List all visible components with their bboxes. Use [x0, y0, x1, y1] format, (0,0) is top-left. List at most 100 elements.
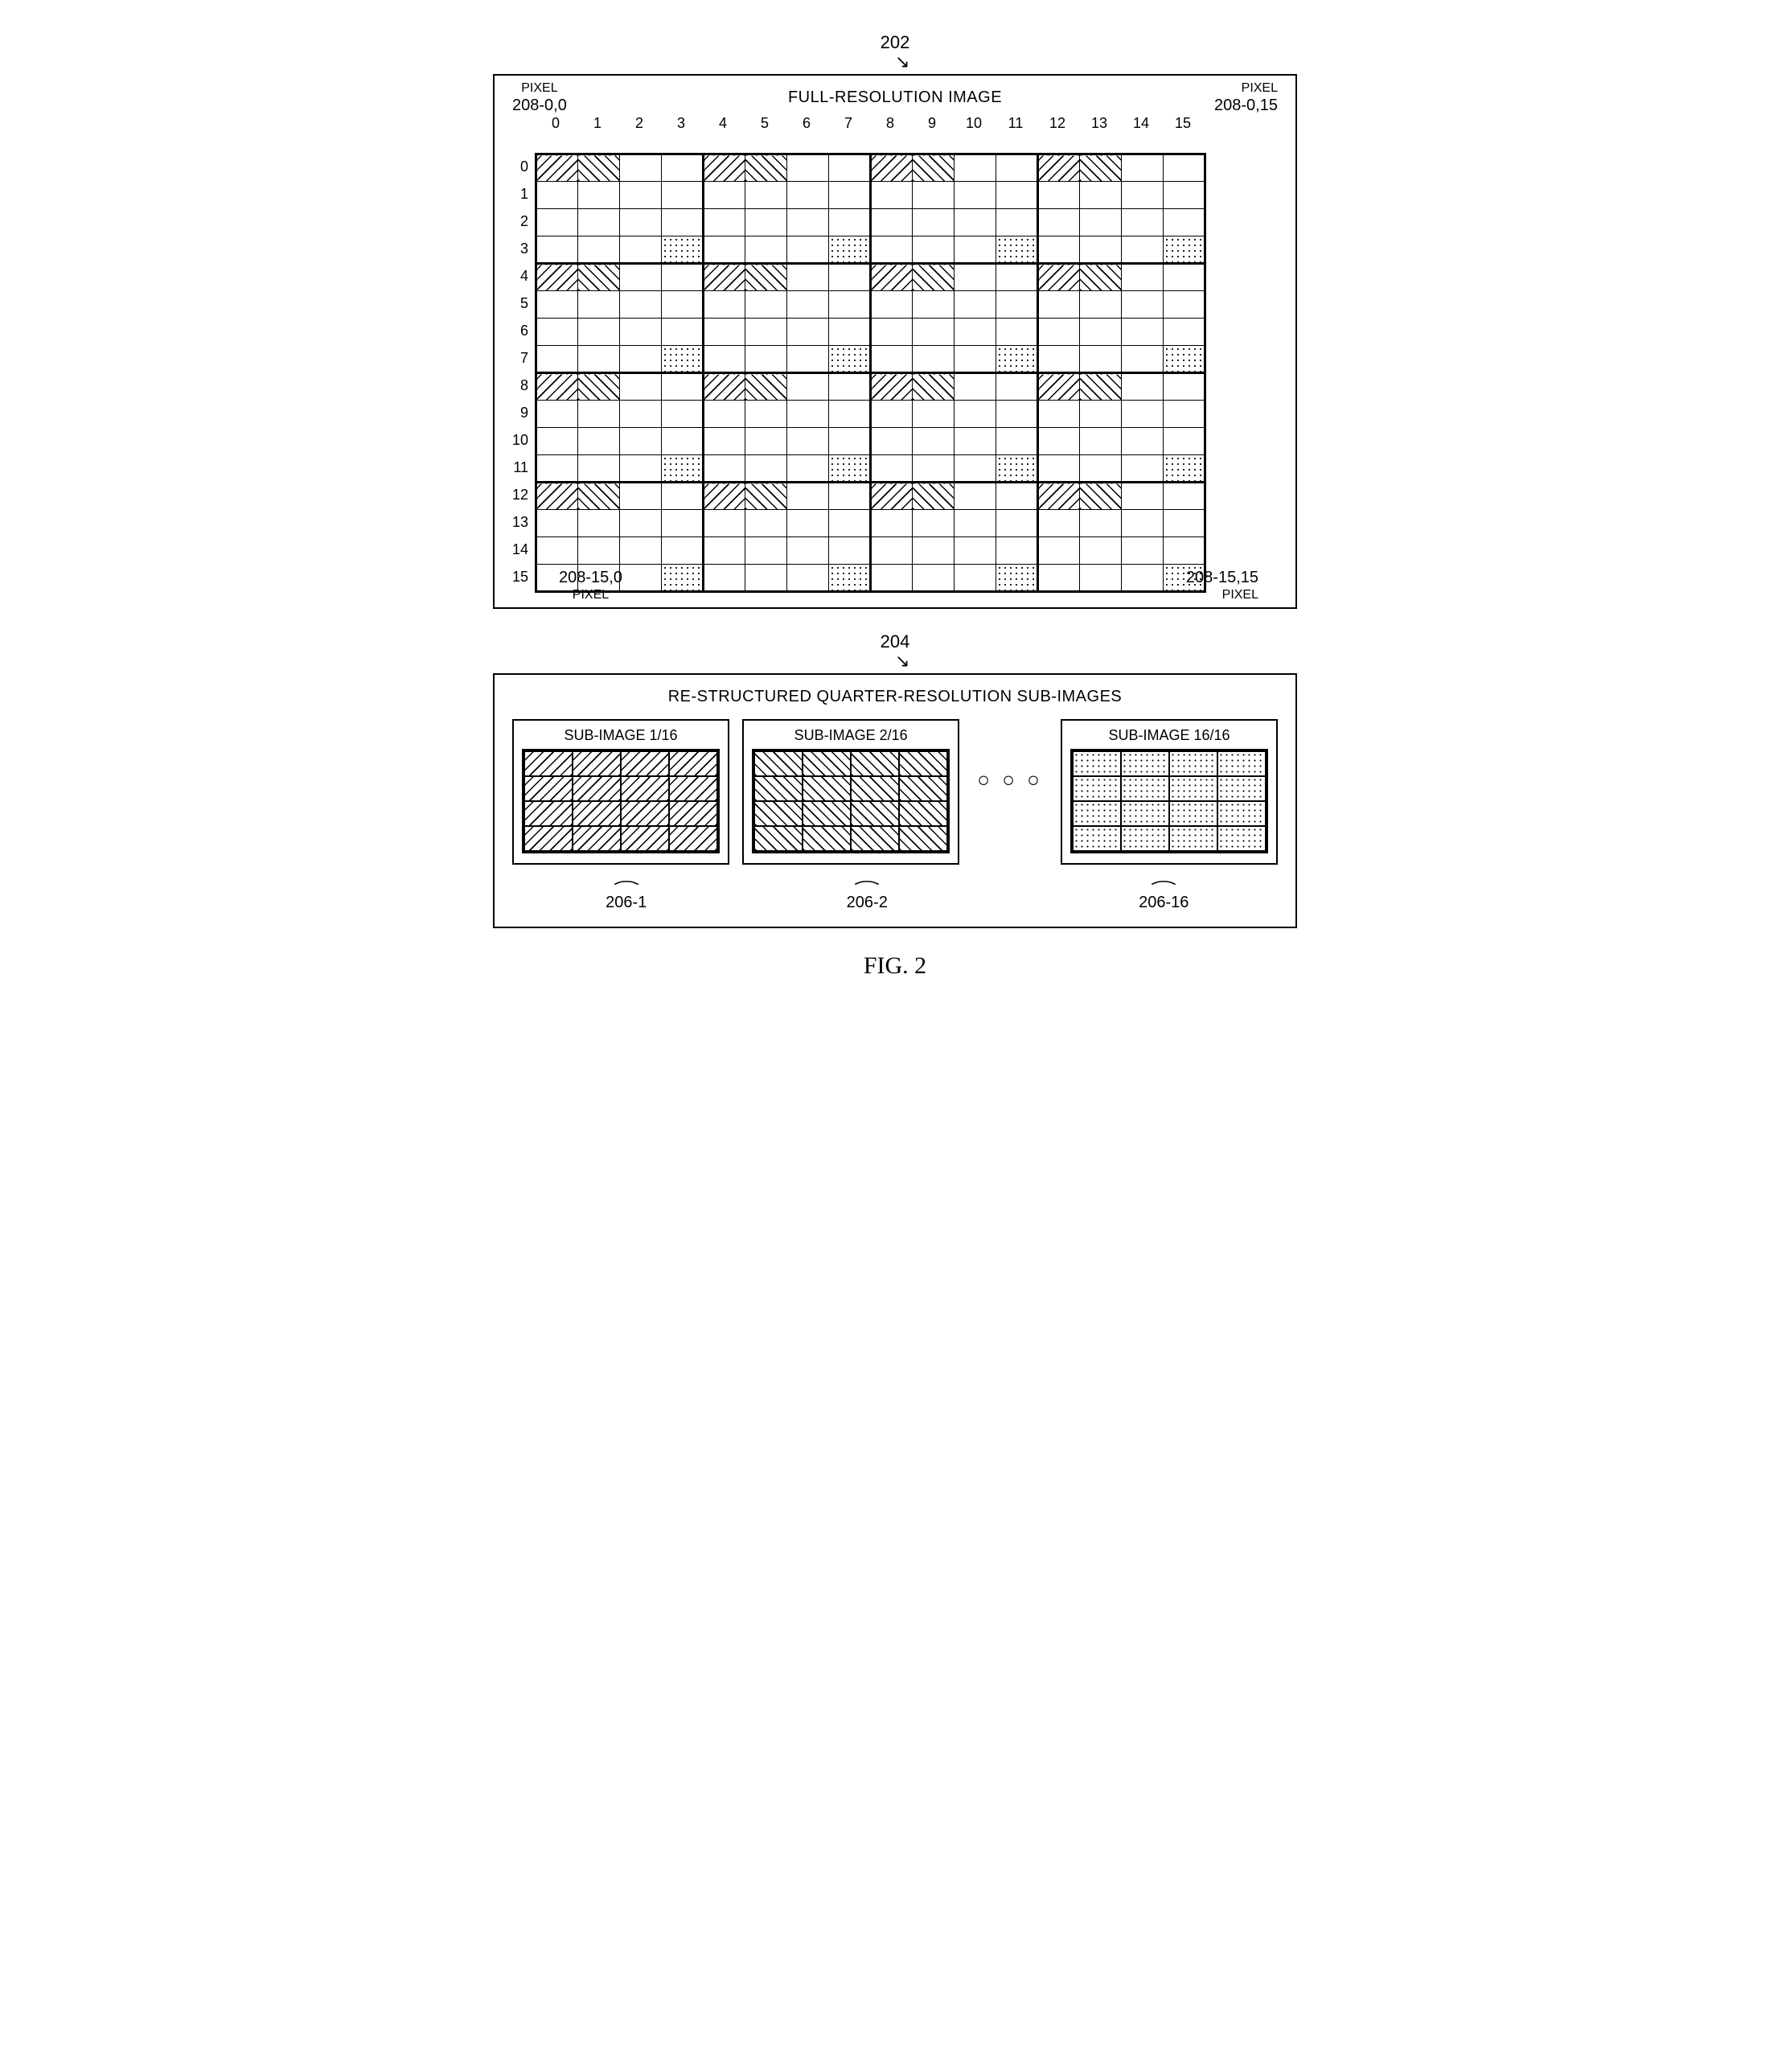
pixel-cell	[996, 264, 1038, 291]
pixel-cell	[1080, 510, 1122, 537]
pixel-cell	[1038, 319, 1080, 346]
subimage-cell	[1121, 776, 1169, 801]
pixel-cell	[787, 455, 829, 483]
pixel-cell	[955, 565, 996, 592]
row-label: 9	[506, 399, 528, 426]
pixel-cell	[871, 182, 913, 209]
pixel-cell	[620, 428, 662, 455]
pixel-cell	[871, 154, 913, 182]
pixel-cell	[1164, 319, 1205, 346]
col-label: 7	[827, 115, 869, 132]
pixel-cell	[829, 346, 871, 373]
subimage-cell	[1073, 776, 1121, 801]
pixel-cell	[704, 428, 745, 455]
pixel-cell	[704, 236, 745, 264]
pixel-cell	[871, 565, 913, 592]
pixel-cell	[578, 346, 620, 373]
full-resolution-panel: PIXEL 208-0,0 PIXEL 208-0,15 FULL-RESOLU…	[493, 74, 1297, 609]
subimage-cell	[754, 776, 803, 801]
pixel-cell	[662, 236, 704, 264]
pixel-cell	[745, 483, 787, 510]
pixel-cell	[1080, 346, 1122, 373]
pixel-cell	[913, 291, 955, 319]
subimage-cell	[1073, 801, 1121, 826]
pixel-label: PIXEL	[573, 588, 609, 602]
pixel-cell	[578, 209, 620, 236]
pixel-cell	[578, 182, 620, 209]
subimage-cell	[803, 776, 851, 801]
subimage-grid	[752, 749, 950, 853]
pixel-cell	[1080, 428, 1122, 455]
corner-label-br: 208-15,15 PIXEL	[1186, 568, 1258, 602]
row-label: 10	[506, 426, 528, 454]
pixel-cell	[536, 428, 578, 455]
pixel-cell	[1038, 346, 1080, 373]
subimage-cell	[621, 801, 669, 826]
corner-label-bl: 208-15,0 PIXEL	[559, 568, 622, 602]
pixel-cell	[536, 236, 578, 264]
pixel-cell	[704, 264, 745, 291]
pixel-cell	[662, 346, 704, 373]
pixel-cell	[913, 264, 955, 291]
subimage-box: SUB-IMAGE 2/16	[742, 719, 959, 865]
panel-title: FULL-RESOLUTION IMAGE	[506, 88, 1284, 107]
subimage-box: SUB-IMAGE 16/16	[1061, 719, 1278, 865]
subimage-cell	[803, 751, 851, 776]
pixel-cell	[829, 537, 871, 565]
pixel-cell	[829, 209, 871, 236]
pixel-cell	[745, 510, 787, 537]
pixel-cell	[1080, 373, 1122, 401]
col-label: 2	[618, 115, 660, 132]
pixel-cell	[1122, 346, 1164, 373]
subimage-cell	[899, 826, 947, 851]
pixel-cell	[1164, 209, 1205, 236]
pixel-cell	[871, 319, 913, 346]
pixel-cell	[662, 373, 704, 401]
pixel-cell	[787, 182, 829, 209]
subimage-cell	[573, 826, 621, 851]
subimage-cell	[524, 801, 573, 826]
pixel-cell	[578, 236, 620, 264]
pixel-cell	[955, 373, 996, 401]
pixel-cell	[536, 510, 578, 537]
pixel-cell	[620, 319, 662, 346]
pixel-cell	[704, 154, 745, 182]
pixel-label: PIXEL	[1222, 588, 1258, 602]
pixel-cell	[620, 510, 662, 537]
col-label: 9	[911, 115, 953, 132]
subimage-cell	[621, 776, 669, 801]
subimage-cell	[1121, 751, 1169, 776]
pixel-cell	[704, 510, 745, 537]
pixel-cell	[704, 346, 745, 373]
col-label: 12	[1037, 115, 1078, 132]
subimage-cell	[1073, 751, 1121, 776]
subimage-label: SUB-IMAGE 16/16	[1070, 727, 1268, 744]
pixel-cell	[955, 483, 996, 510]
pixel-cell	[955, 455, 996, 483]
col-label: 0	[535, 115, 577, 132]
pixel-cell	[662, 401, 704, 428]
pixel-cell	[1038, 182, 1080, 209]
pixel-cell	[745, 537, 787, 565]
pixel-cell	[787, 236, 829, 264]
pixel-cell	[1164, 236, 1205, 264]
pixel-cell	[745, 236, 787, 264]
pixel-cell	[536, 401, 578, 428]
pixel-cell	[913, 428, 955, 455]
pixel-cell	[913, 455, 955, 483]
pixel-cell	[536, 154, 578, 182]
pixel-cell	[536, 264, 578, 291]
pixel-cell	[578, 455, 620, 483]
pixel-cell	[1122, 510, 1164, 537]
pixel-cell	[829, 236, 871, 264]
pixel-cell	[704, 565, 745, 592]
row-label: 7	[506, 344, 528, 372]
pixel-cell	[787, 537, 829, 565]
subimage-cell	[573, 776, 621, 801]
col-label: 13	[1078, 115, 1120, 132]
pixel-cell	[620, 209, 662, 236]
pixel-cell	[578, 373, 620, 401]
pixel-cell	[787, 565, 829, 592]
subimage-label: SUB-IMAGE 2/16	[752, 727, 950, 744]
pixel-cell	[787, 291, 829, 319]
